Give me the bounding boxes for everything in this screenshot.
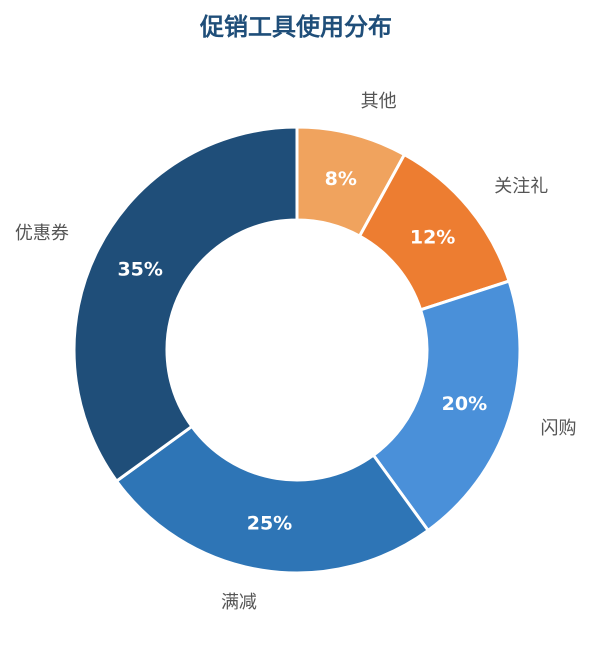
category-label: 满减 (221, 592, 257, 613)
category-label: 闪购 (540, 418, 576, 439)
value-label: 8% (325, 168, 357, 190)
donut-slice (72, 125, 299, 484)
category-label: 关注礼 (494, 176, 548, 197)
category-label: 优惠券 (15, 223, 69, 244)
category-label: 其他 (361, 91, 397, 112)
value-label: 25% (247, 512, 292, 534)
chart-title: 促销工具使用分布 (199, 13, 392, 41)
value-label: 20% (442, 393, 487, 415)
value-label: 35% (117, 259, 162, 281)
donut-slice (114, 424, 431, 575)
donut-slice (371, 279, 522, 533)
value-label: 12% (410, 226, 455, 248)
